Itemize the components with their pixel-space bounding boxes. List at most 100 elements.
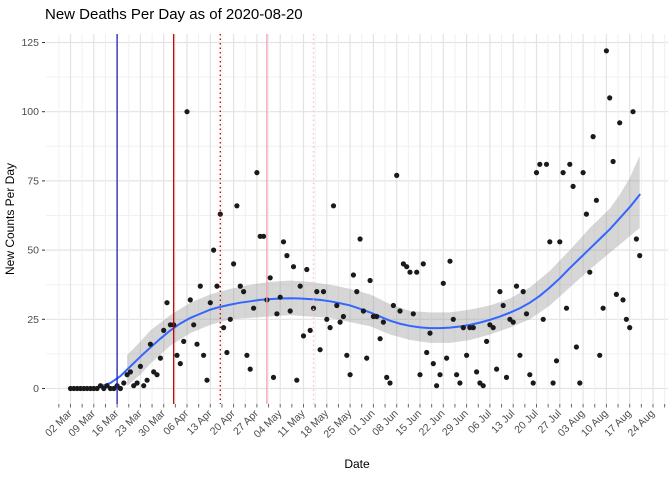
data-point (390, 302, 396, 309)
data-point (251, 305, 257, 311)
data-point (191, 322, 197, 328)
data-point (503, 374, 510, 380)
data-point (144, 377, 150, 383)
confidence-ribbon (127, 155, 640, 386)
data-point (330, 203, 337, 209)
data-point (573, 344, 580, 350)
y-tick-label: 50 (27, 245, 39, 257)
y-tick-label: 25 (27, 314, 39, 326)
data-point (553, 358, 560, 364)
y-tick-label: 100 (21, 106, 39, 118)
data-point (474, 369, 480, 375)
data-point (637, 253, 643, 259)
data-point (237, 283, 243, 289)
data-point (497, 289, 503, 295)
data-point (454, 372, 460, 378)
data-point (290, 264, 297, 270)
data-point (137, 363, 143, 369)
data-point (201, 352, 207, 358)
data-point (424, 349, 430, 356)
data-point (314, 289, 320, 295)
data-point (261, 233, 267, 239)
data-point (324, 316, 330, 322)
data-point (337, 319, 343, 325)
data-point (404, 264, 410, 270)
data-point (221, 325, 227, 331)
data-point (277, 294, 283, 300)
data-point (327, 325, 333, 331)
data-point (570, 183, 576, 189)
data-point (294, 377, 300, 383)
data-point (513, 283, 520, 289)
data-point (407, 269, 413, 275)
data-point (254, 170, 260, 176)
data-point (387, 380, 393, 386)
data-point (627, 325, 633, 331)
data-point (284, 253, 290, 259)
x-tick-label: 29 Jun (440, 408, 471, 439)
data-point (583, 211, 590, 217)
data-point (317, 347, 323, 353)
data-point (523, 311, 530, 317)
x-tick-label: 20 Jul (512, 408, 540, 436)
data-point (174, 352, 180, 358)
data-point (537, 161, 543, 167)
data-point (161, 327, 167, 333)
data-point (533, 170, 540, 176)
data-point (464, 352, 470, 358)
data-point (527, 372, 533, 378)
data-point (141, 383, 147, 389)
data-point (490, 325, 496, 331)
data-point (270, 374, 277, 380)
data-point (297, 283, 303, 289)
data-point (367, 277, 373, 284)
data-point (357, 236, 363, 242)
y-tick-label: 75 (27, 175, 39, 187)
data-point (117, 385, 123, 392)
data-point (334, 302, 340, 309)
data-point (207, 300, 213, 306)
x-tick-label: 24 Aug (626, 408, 658, 440)
data-point (320, 289, 327, 295)
data-point (593, 197, 600, 203)
data-point (147, 341, 153, 347)
data-point (597, 352, 603, 358)
data-point (607, 95, 613, 101)
data-point (360, 308, 366, 314)
data-point (603, 48, 610, 54)
x-tick-label: 06 Jul (466, 408, 494, 436)
data-point (567, 161, 573, 167)
data-point (231, 261, 237, 267)
data-point (450, 316, 456, 322)
data-point (547, 239, 553, 245)
data-point (134, 380, 140, 386)
data-point (543, 161, 550, 167)
data-point (304, 266, 310, 273)
data-point (194, 341, 200, 347)
x-tick-label: 13 Jul (489, 408, 517, 436)
data-point (177, 361, 183, 367)
data-point (121, 380, 127, 386)
data-point (587, 269, 593, 275)
data-point (530, 380, 536, 386)
data-point (310, 305, 317, 311)
data-point (460, 325, 466, 331)
data-point (287, 308, 293, 314)
data-point (157, 355, 163, 361)
x-tick-label: 13 Apr (184, 407, 214, 437)
data-point (340, 313, 346, 320)
chart-title: New Deaths Per Day as of 2020-08-20 (45, 6, 303, 23)
data-point (350, 272, 356, 278)
data-point (364, 355, 370, 361)
data-point (620, 297, 626, 303)
data-point (550, 380, 556, 386)
data-point (344, 352, 350, 358)
data-point (560, 170, 566, 176)
data-point (227, 316, 233, 322)
data-point (241, 289, 247, 295)
data-point (397, 308, 403, 314)
data-point (384, 374, 390, 380)
data-point (417, 372, 423, 378)
